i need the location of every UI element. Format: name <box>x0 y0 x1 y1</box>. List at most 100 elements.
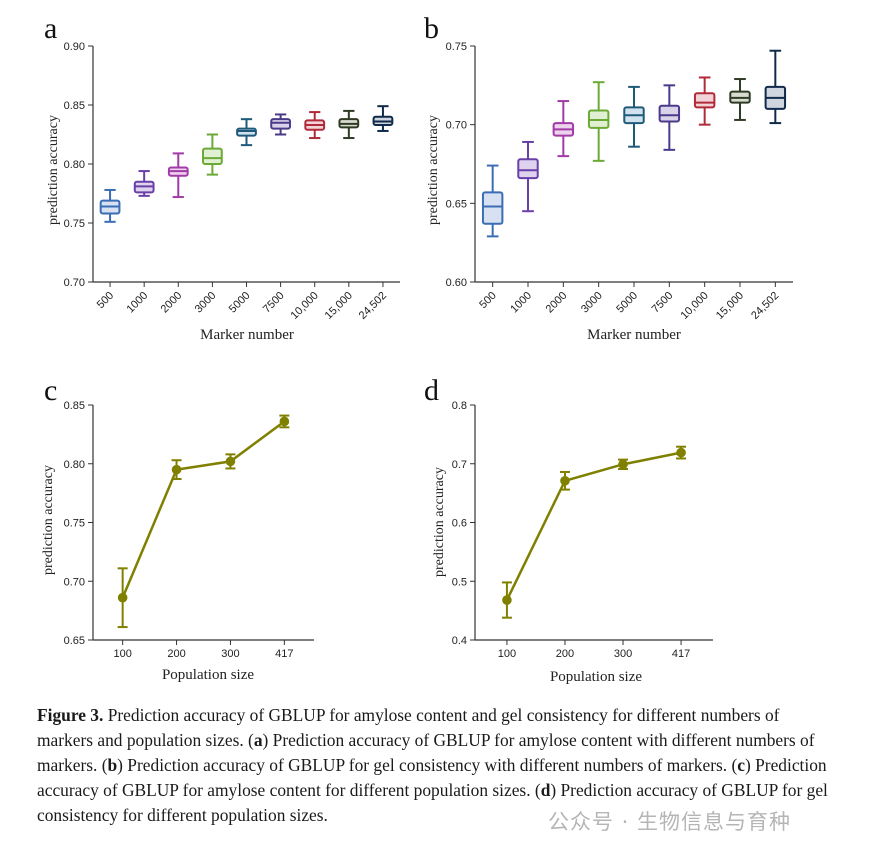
watermark: 公众号 · 生物信息与育种 <box>548 810 792 834</box>
panel-label-d: d <box>424 374 439 407</box>
y-tick-label-b: 0.75 <box>446 41 467 53</box>
box-iqr <box>481 191 504 225</box>
y-tick-label-a: 0.70 <box>64 277 85 289</box>
marker <box>171 464 182 475</box>
y-tick-label-b: 0.60 <box>446 277 467 289</box>
box-b-8 <box>764 49 787 125</box>
data-point-d-2 <box>618 458 629 471</box>
y-tick-label-d: 0.6 <box>452 518 467 530</box>
y-tick-label-b: 0.65 <box>446 198 467 210</box>
caption-part2: ) Prediction accuracy of GBLUP for amylo… <box>37 730 815 775</box>
box-iqr <box>202 147 223 166</box>
data-point-c-0 <box>117 567 128 629</box>
box-a-4 <box>236 118 257 147</box>
box-a-3 <box>202 133 223 176</box>
data-point-d-0 <box>501 581 512 619</box>
marker <box>117 592 128 603</box>
y-axis-title-a: prediction accuracy <box>46 115 61 225</box>
x-tick-label-a: 7500 <box>261 290 287 316</box>
panel-label-a: a <box>44 12 57 45</box>
box-a-0 <box>99 188 121 223</box>
y-tick-label-d: 0.8 <box>452 400 467 412</box>
marker <box>560 475 570 486</box>
x-tick-label-b: 7500 <box>650 290 676 316</box>
x-tick-label-c: 200 <box>167 648 185 660</box>
y-tick-label-c: 0.75 <box>64 518 85 530</box>
caption-part3: ) Prediction accuracy of GBLUP for gel c… <box>117 755 738 775</box>
y-tick-label-c: 0.85 <box>64 400 85 412</box>
y-tick-label-d: 0.7 <box>452 459 467 471</box>
x-tick-label-b: 5000 <box>614 290 640 316</box>
x-tick-label-c: 300 <box>221 648 239 660</box>
y-tick-label-d: 0.4 <box>452 635 467 647</box>
marker <box>279 416 290 427</box>
box-b-2 <box>552 100 575 158</box>
data-point-d-1 <box>559 470 570 491</box>
box-b-6 <box>693 76 716 126</box>
caption-ref-d: d <box>540 780 551 800</box>
y-tick-label-a: 0.80 <box>64 159 85 171</box>
box-b-3 <box>587 81 610 162</box>
x-tick-label-b: 3000 <box>579 290 605 316</box>
box-iqr <box>236 127 257 137</box>
panel-label-b: b <box>424 12 439 45</box>
x-tick-label-b: 1000 <box>508 290 534 316</box>
data-point-d-3 <box>676 445 687 460</box>
x-tick-label-c: 100 <box>113 648 131 660</box>
box-b-4 <box>623 85 645 148</box>
box-iqr <box>517 158 539 180</box>
y-tick-label-a: 0.85 <box>64 100 85 112</box>
box-iqr <box>693 92 716 109</box>
y-axis-title-c: prediction accuracy <box>41 465 56 575</box>
x-tick-label-a: 10,000 <box>289 290 321 322</box>
data-point-c-1 <box>171 459 182 481</box>
caption-ref-b: b <box>107 755 118 775</box>
y-tick-label-c: 0.80 <box>64 459 85 471</box>
y-tick-label-a: 0.90 <box>64 41 85 53</box>
box-a-2 <box>167 152 189 199</box>
box-iqr <box>270 118 291 130</box>
x-axis-title-b: Marker number <box>587 327 681 343</box>
box-b-0 <box>481 164 504 238</box>
x-tick-label-b: 15,000 <box>714 290 746 322</box>
figure-caption: Figure 3. Prediction accuracy of GBLUP f… <box>37 703 837 828</box>
x-tick-label-b: 24,502 <box>749 290 781 322</box>
series-line-c <box>121 420 286 599</box>
caption-part5: ) Prediction accuracy of GBLUP for gel c… <box>37 780 828 825</box>
x-tick-label-a: 15,000 <box>323 290 355 322</box>
data-point-c-3 <box>279 414 290 429</box>
marker <box>502 595 512 605</box>
x-tick-label-b: 10,000 <box>679 290 711 322</box>
caption-label: Figure 3. <box>37 705 104 725</box>
x-tick-label-d: 300 <box>614 648 632 660</box>
box-b-1 <box>517 140 539 213</box>
x-tick-label-d: 200 <box>556 648 574 660</box>
x-tick-label-d: 417 <box>672 648 690 660</box>
box-a-1 <box>133 170 155 197</box>
caption-ref-c: c <box>737 755 745 775</box>
caption-part4: ) Prediction accuracy of GBLUP for amylo… <box>37 755 827 800</box>
marker <box>225 456 236 467</box>
x-tick-label-d: 100 <box>498 648 516 660</box>
y-tick-label-b: 0.70 <box>446 120 467 132</box>
marker <box>676 447 686 458</box>
box-a-5 <box>270 113 291 136</box>
box-b-5 <box>658 84 681 151</box>
x-tick-label-a: 1000 <box>124 290 150 316</box>
x-tick-label-a: 2000 <box>159 290 185 316</box>
x-tick-label-a: 500 <box>95 290 116 311</box>
caption-ref-a: a <box>253 730 263 750</box>
y-axis-title-b: prediction accuracy <box>426 115 441 225</box>
y-axis-title-d: prediction accuracy <box>432 467 447 577</box>
x-axis-title-a: Marker number <box>200 327 294 343</box>
box-iqr <box>658 104 681 123</box>
x-tick-label-a: 24,502 <box>357 290 389 322</box>
x-axis-title-c: Population size <box>162 667 254 683</box>
panel-label-c: c <box>44 374 57 407</box>
data-point-c-2 <box>225 453 236 470</box>
x-tick-label-b: 500 <box>477 290 498 311</box>
box-b-7 <box>729 78 751 121</box>
series-line-d <box>505 451 682 601</box>
marker <box>618 459 628 470</box>
